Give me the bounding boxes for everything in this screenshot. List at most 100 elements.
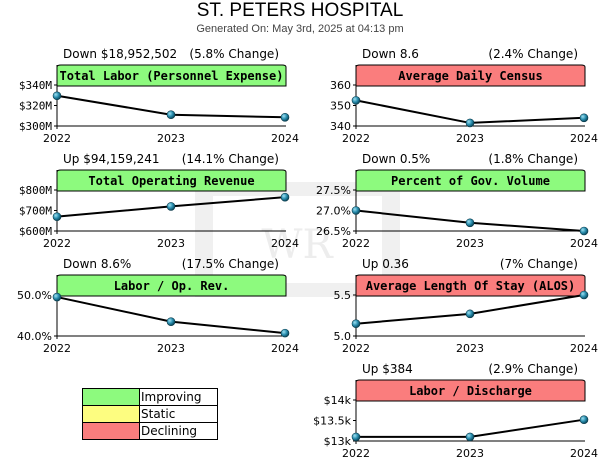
data-point (166, 317, 176, 326)
chart-title: Percent of Gov. Volume (391, 174, 550, 188)
data-point (280, 112, 290, 122)
change-amount: Down 0.5% (362, 152, 430, 166)
y-tick-label: $14k (324, 394, 352, 407)
change-amount: Down $18,952,502 (63, 47, 177, 61)
x-tick-label: 2022 (43, 132, 71, 145)
change-percent: (2.4% Change) (488, 47, 578, 61)
change-percent: (2.9% Change) (488, 362, 578, 376)
chart-2: Down 8.6 (2.4% Change) 340 350 360 2022 2023 20… (330, 47, 598, 145)
x-tick-label: 2024 (271, 342, 299, 355)
title-banner (56, 274, 287, 297)
x-tick-label: 2024 (570, 237, 598, 250)
x-tick-label: 2023 (456, 237, 484, 250)
chart-3: Up $94,159,241 (14.1% Change) $600M $700M $8… (19, 152, 299, 250)
data-point (351, 319, 361, 329)
chart-1: Down $18,952,502 (5.8% Change) $300M $320M $… (19, 47, 299, 145)
x-tick-label: 2023 (157, 237, 185, 250)
chart-title: Average Daily Census (398, 69, 543, 83)
data-point (465, 432, 475, 442)
y-tick-label: 340 (330, 120, 351, 133)
chart-4: Down 0.5% (1.8% Change) 26.5% 27.0% 27.5% 202… (316, 152, 598, 250)
title-banner (56, 64, 287, 87)
change-percent: (7% Change) (500, 257, 578, 271)
x-tick-label: 2023 (157, 132, 185, 145)
chart-title: Total Labor (Personnel Expense) (60, 69, 284, 83)
report-subtitle: Generated On: May 3rd, 2025 at 04:13 pm (196, 23, 404, 35)
change-percent: (5.8% Change) (189, 47, 279, 61)
series-line (56, 296, 286, 335)
x-tick-label: 2022 (342, 237, 370, 250)
report-title: ST. PETERS HOSPITAL (196, 0, 404, 21)
data-point (351, 206, 361, 215)
legend-item-improving: Improving (82, 388, 218, 406)
change-percent: (14.1% Change) (182, 152, 279, 166)
legend-item-static: Static (82, 405, 218, 423)
x-tick-label: 2023 (456, 342, 484, 355)
change-percent: (1.8% Change) (488, 152, 578, 166)
y-tick-label: $13.5k (313, 415, 351, 428)
change-amount: Down 8.6 (362, 47, 419, 61)
data-point (465, 118, 475, 128)
data-point (351, 432, 361, 442)
data-point (280, 192, 290, 202)
data-point (52, 212, 62, 221)
data-point (579, 290, 589, 300)
y-tick-label: 26.5% (316, 225, 351, 238)
chart-title: Labor / Op. Rev. (114, 279, 230, 293)
chart-title: Average Length Of Stay (ALOS) (366, 279, 576, 293)
title-banner (355, 64, 586, 87)
legend-label-declining: Declining (139, 422, 218, 440)
y-tick-label: 5.0 (334, 330, 352, 343)
y-tick-label: $800M (19, 184, 52, 197)
change-amount: Up $384 (362, 362, 413, 376)
title-banner (355, 379, 586, 402)
chart-title: Labor / Discharge (409, 384, 532, 398)
chart-6: Up 0.36 (7% Change) 5.0 5.5 2022 2023 2024 Aver… (334, 257, 599, 355)
y-tick-label: $600M (19, 225, 52, 238)
chart-title: Total Operating Revenue (88, 174, 254, 188)
title-banner (56, 169, 287, 192)
data-point (465, 309, 475, 319)
data-point (351, 96, 361, 105)
title-banner (355, 274, 586, 297)
svg-text:WR: WR (261, 222, 334, 268)
y-tick-label: $700M (19, 205, 52, 218)
x-tick-label: 2023 (456, 447, 484, 460)
change-amount: Up $94,159,241 (63, 152, 160, 166)
y-tick-label: $13k (324, 435, 352, 448)
y-tick-label: 40.0% (17, 330, 52, 343)
x-tick-label: 2024 (570, 342, 598, 355)
x-tick-label: 2024 (570, 447, 598, 460)
data-point (465, 218, 475, 228)
y-tick-label: 5.5 (334, 289, 352, 302)
x-tick-label: 2024 (271, 237, 299, 250)
x-tick-label: 2022 (342, 447, 370, 460)
title-banner (355, 169, 586, 192)
legend-item-declining: Declining (82, 422, 218, 440)
legend: Improving Static Declining (82, 388, 218, 440)
y-tick-label: 27.0% (316, 205, 351, 218)
y-tick-label: 27.5% (316, 184, 351, 197)
x-tick-label: 2023 (456, 132, 484, 145)
data-point (52, 91, 62, 101)
change-amount: Down 8.6% (63, 257, 131, 271)
data-point (579, 415, 589, 424)
x-tick-label: 2022 (342, 342, 370, 355)
legend-label-static: Static (139, 405, 218, 423)
series-line (355, 294, 585, 325)
y-tick-label: 350 (330, 100, 351, 113)
x-tick-label: 2022 (43, 237, 71, 250)
data-point (166, 110, 176, 120)
legend-label-improving: Improving (139, 388, 218, 406)
legend-swatch-declining (82, 422, 140, 440)
chart-7: Up $384 (2.9% Change) $13k $13.5k $14k 2022 20… (313, 362, 598, 460)
change-percent: (17.5% Change) (182, 257, 279, 271)
data-point (280, 328, 290, 338)
chart-5: Down 8.6% (17.5% Change) 40.0% 50.0% 2022 202… (17, 257, 299, 355)
y-tick-label: 360 (330, 79, 351, 92)
y-tick-label: 50.0% (17, 289, 52, 302)
x-tick-label: 2023 (157, 342, 185, 355)
x-tick-label: 2022 (342, 132, 370, 145)
x-tick-label: 2022 (43, 342, 71, 355)
